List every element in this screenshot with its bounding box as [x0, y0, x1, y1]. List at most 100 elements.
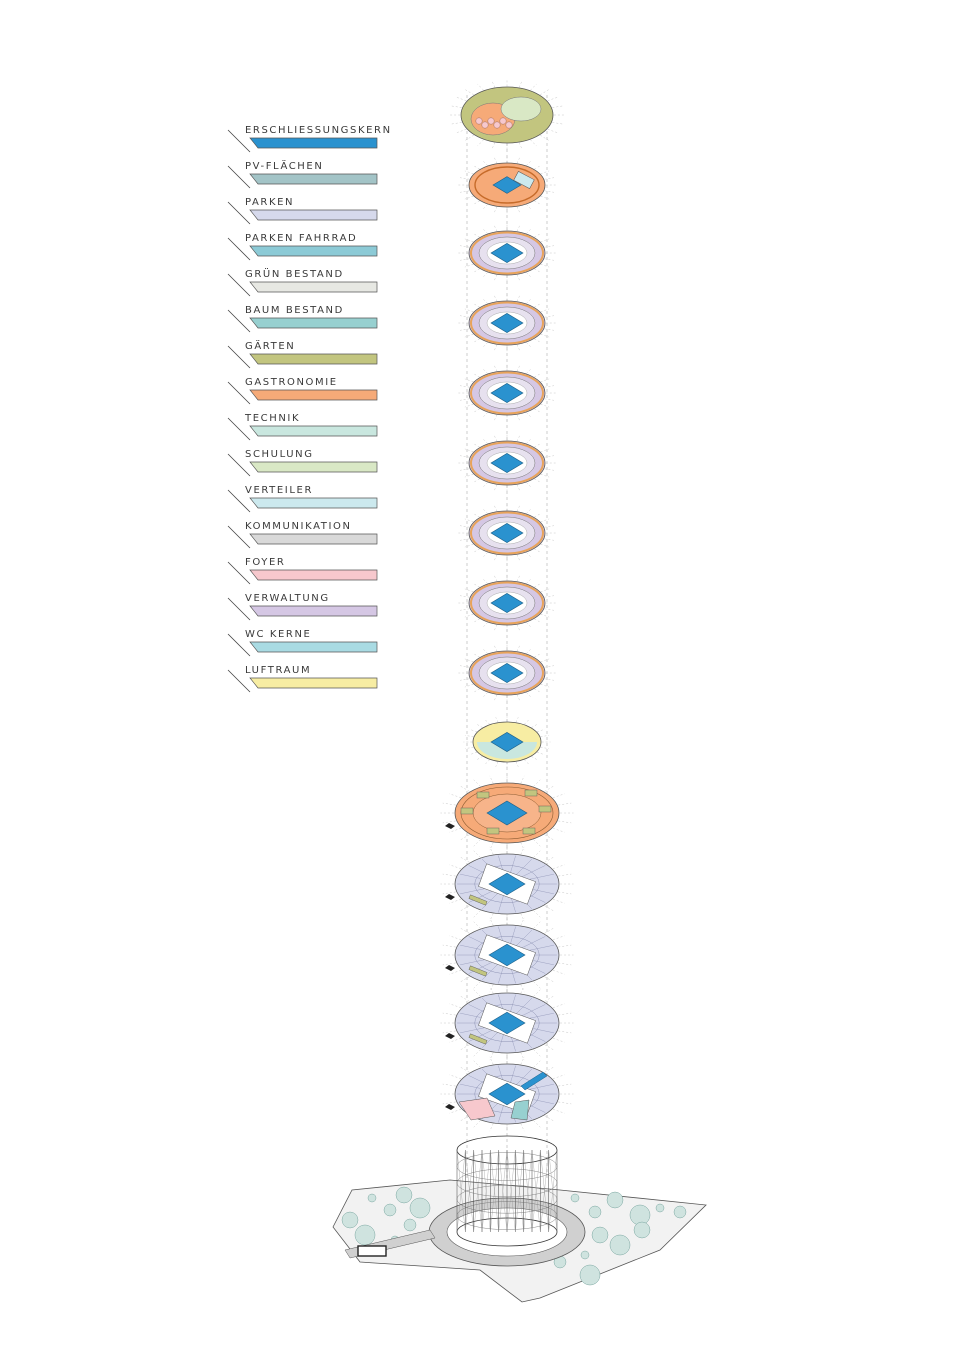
projection-ray	[540, 448, 550, 452]
parking-stall-line	[514, 997, 533, 1016]
planter	[475, 117, 483, 125]
projection-ray	[533, 779, 541, 787]
projection-ray	[442, 1083, 456, 1087]
projection-ray	[540, 334, 550, 338]
floor-office	[458, 574, 556, 632]
projection-ray	[516, 157, 520, 164]
projection-ray	[464, 378, 474, 382]
projection-ray	[516, 645, 520, 652]
projection-ray	[459, 976, 470, 983]
projection-ray	[494, 484, 498, 491]
projection-ray	[524, 759, 529, 765]
projection-ray	[472, 338, 480, 344]
projection-ray	[544, 455, 555, 458]
projection-ray	[515, 717, 519, 723]
tree	[403, 1218, 417, 1232]
legend-swatch	[249, 533, 378, 545]
legend-swatch	[249, 173, 378, 185]
projection-ray	[476, 756, 483, 761]
legend-item: GASTRONOMIE	[227, 377, 378, 405]
projection-ray	[540, 308, 550, 312]
projection-ray	[540, 747, 550, 749]
projection-ray	[526, 508, 532, 514]
projection-ray	[464, 264, 474, 268]
projection-ray	[482, 438, 488, 444]
legend-item: FOYER	[227, 557, 378, 585]
projection-ray	[534, 478, 542, 484]
legend-leader	[227, 597, 251, 621]
projection-ray	[526, 204, 532, 210]
floor-office	[458, 294, 556, 352]
legend-label: GASTRONOMIE	[245, 377, 338, 388]
frame-brace	[506, 1149, 516, 1233]
projection-ray	[544, 468, 555, 471]
legend-swatch	[249, 209, 378, 221]
projection-ray	[533, 981, 541, 989]
drive-ring	[474, 936, 540, 974]
floor-office	[458, 364, 556, 422]
projection-ray	[449, 1003, 462, 1008]
projection-ray	[455, 96, 467, 101]
projection-ray	[526, 552, 532, 558]
projection-ray	[472, 652, 480, 658]
projection-ray	[473, 981, 481, 989]
tree	[609, 1234, 631, 1256]
projection-ray	[485, 759, 490, 765]
projection-ray	[552, 1109, 565, 1114]
projection-ray	[464, 614, 474, 618]
projection-ray	[540, 238, 550, 242]
frame-brace	[456, 1149, 466, 1233]
projection-ray	[464, 334, 474, 338]
entrance-arrow	[445, 1104, 455, 1110]
projection-ray	[442, 820, 456, 824]
planter	[487, 117, 495, 125]
garden-box	[538, 805, 552, 813]
projection-ray	[459, 455, 470, 458]
frame-ring	[456, 1168, 558, 1198]
tree	[673, 1205, 687, 1219]
projection-ray	[533, 839, 541, 847]
projection-ray	[526, 160, 532, 166]
projection-ray	[459, 834, 470, 841]
projection-ray	[540, 264, 550, 268]
projection-ray	[516, 575, 520, 582]
projection-ray	[544, 608, 555, 611]
projection-ray	[534, 548, 542, 554]
projection-ray	[449, 793, 462, 798]
projection-ray	[477, 139, 484, 147]
legend-label: VERTEILER	[245, 485, 313, 496]
projection-ray	[469, 729, 478, 732]
projection-ray	[544, 905, 555, 912]
projection-ray	[464, 658, 474, 662]
legend-label: PARKEN FAHRRAD	[245, 233, 357, 244]
projection-ray	[464, 404, 474, 408]
core	[490, 313, 524, 333]
projection-ray	[516, 344, 520, 351]
projection-ray	[464, 518, 474, 522]
core	[486, 800, 528, 826]
floor-office	[458, 644, 556, 702]
projection-ray	[459, 190, 470, 193]
projection-ray	[520, 913, 525, 922]
legend-item: WC KERNE	[227, 629, 378, 657]
entrance-arrow	[445, 823, 455, 829]
legend-leader	[227, 273, 251, 297]
facade-ring	[470, 581, 544, 625]
projection-ray	[482, 412, 488, 418]
projection-ray	[473, 989, 481, 997]
projection-ray	[482, 204, 488, 210]
projection-ray	[544, 1066, 555, 1073]
drive-ring	[474, 865, 540, 903]
legend-leader	[227, 453, 251, 477]
projection-ray	[464, 474, 474, 478]
projection-ray	[459, 1044, 470, 1051]
projection-ray	[489, 913, 494, 922]
projection-ray	[442, 891, 456, 895]
projection-ray	[459, 785, 470, 792]
legend-swatch	[249, 245, 378, 257]
facade-ring	[470, 301, 544, 345]
legend-label: KOMMUNIKATION	[245, 521, 352, 532]
projection-ray	[472, 268, 480, 274]
projection-ray	[442, 962, 456, 966]
projection-ray	[516, 225, 520, 232]
